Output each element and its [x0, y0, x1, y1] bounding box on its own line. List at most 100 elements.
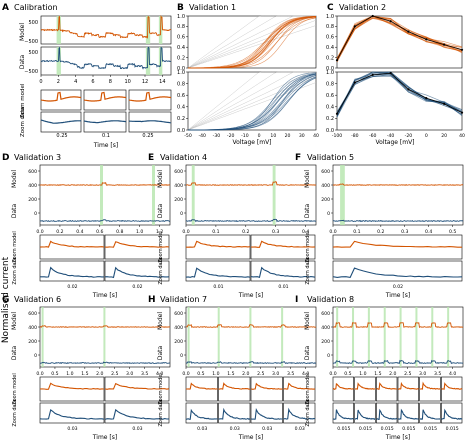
- xtick-label: 14: [159, 79, 165, 85]
- xtick-label: -30: [213, 133, 221, 139]
- row-label-model: Model: [11, 170, 18, 188]
- xlabel-A: Time [s]: [93, 142, 118, 149]
- zoom-xtick-label: 0.03: [197, 426, 207, 432]
- panel-letter-A: A: [2, 3, 9, 13]
- xtick-label: 0.1: [353, 229, 360, 235]
- row-label-zoom-model: Zoom model: [158, 373, 164, 405]
- xlabel-H: Time [s]: [238, 434, 263, 441]
- reference-curve: [187, 15, 316, 69]
- stimulus-window: [41, 307, 44, 367]
- xtick-label: 2.5: [404, 371, 411, 377]
- model-trace-A: [40, 15, 172, 40]
- ensemble-curve: [188, 74, 317, 131]
- panel-letter-B: B: [177, 3, 184, 13]
- xtick-label: 1.0: [359, 371, 366, 377]
- zoom-model-trace: [332, 240, 462, 248]
- panel-title-C: Validation 2: [339, 3, 386, 12]
- zoom-xtick-label: 0.03: [230, 426, 240, 432]
- row-label-data: Data: [157, 346, 164, 361]
- ytick-label: 0.8: [177, 81, 185, 87]
- panel-title-H: Validation 7: [160, 295, 207, 304]
- model-trace-G: [39, 325, 171, 328]
- xtick-label: 0: [258, 133, 261, 139]
- xlabel-G: Time [s]: [92, 434, 117, 441]
- zoom-data-trace: [250, 407, 283, 420]
- xtick-label: 0.5: [197, 371, 204, 377]
- stimulus-window: [217, 307, 220, 367]
- ytick-label: 0.4: [326, 45, 334, 51]
- stimulus-window: [447, 307, 450, 367]
- xtick-label: 1.5: [374, 371, 381, 377]
- zoom-model-trace: [83, 91, 127, 102]
- row-label-data: Data: [11, 204, 18, 219]
- zoom-data-frame: [83, 111, 127, 133]
- data-point: [389, 72, 392, 75]
- stimulus-window: [272, 165, 276, 225]
- xtick-label: 20: [441, 133, 447, 139]
- xtick-label: 6: [91, 79, 94, 85]
- xtick-label: -10: [241, 133, 249, 139]
- ytick-label: 400: [28, 183, 37, 189]
- zoom-model-trace: [186, 240, 251, 248]
- panel-letter-E: E: [148, 153, 154, 163]
- ytick-label: 0.2: [177, 55, 185, 61]
- xtick-label: 20: [285, 133, 291, 139]
- ytick-label: 0.4: [326, 105, 334, 111]
- xtick-label: -20: [405, 133, 413, 139]
- ytick-label: 600: [174, 169, 183, 175]
- stimulus-window: [415, 307, 418, 367]
- panel-letter-D: D: [2, 153, 9, 163]
- data-trace-G: [39, 361, 171, 364]
- zoom-data-trace: [185, 408, 218, 420]
- ensemble-curve: [336, 71, 463, 113]
- ytick-label: 0.2: [326, 116, 334, 122]
- zoom-xtick-label: 0.015: [381, 426, 394, 432]
- xtick-label: 40: [313, 133, 319, 139]
- axes-timeseries-E: [185, 164, 317, 226]
- ensemble-curve: [336, 71, 463, 116]
- zoom-xtick-label: 0.015: [424, 426, 437, 432]
- stimulus-window: [187, 307, 190, 367]
- row-label-zoom-model: Zoom model: [12, 373, 18, 405]
- zoom-model-trace: [104, 382, 170, 390]
- xtick-label: 8: [109, 79, 112, 85]
- xtick-label: 3.5: [434, 371, 441, 377]
- zoom-data-frame: [39, 402, 105, 424]
- panel-letter-F: F: [295, 153, 301, 163]
- ytick-label: 1.0: [326, 14, 334, 20]
- ytick-label: 1.0: [177, 14, 185, 20]
- zoom-data-frame: [419, 402, 441, 424]
- ytick-label: 600: [174, 311, 183, 317]
- zoom-model-frame: [354, 376, 376, 402]
- zoom-data-frame: [376, 402, 398, 424]
- zoom-model-trace: [218, 382, 251, 390]
- data-point: [371, 14, 374, 18]
- row-label-data: Data: [304, 204, 311, 219]
- ytick-label: 200: [28, 339, 37, 345]
- axes-data-C: [336, 71, 463, 131]
- zoom-xtick-label: 0.01: [213, 284, 223, 290]
- ytick-label: 0.6: [326, 93, 334, 99]
- axes-timeseries-I: [332, 306, 464, 368]
- zoom-model-trace: [128, 91, 172, 102]
- ytick-label: 0.8: [326, 81, 334, 87]
- xtick-label: 4.0: [302, 371, 309, 377]
- data-point: [443, 43, 446, 46]
- xtick-label: 0.1: [212, 229, 219, 235]
- xtick-label: 0.4: [302, 229, 309, 235]
- zoom-xtick-label: 0.25: [142, 133, 153, 139]
- xlabel-F: Time [s]: [385, 292, 410, 299]
- zoom-model-trace: [250, 382, 283, 390]
- panel-title-D: Validation 3: [14, 153, 61, 162]
- zoom-data-trace: [441, 408, 463, 420]
- xtick-label: 0.4: [76, 229, 83, 235]
- zoom-model-trace: [419, 381, 441, 390]
- panel-title-I: Validation 8: [307, 295, 354, 304]
- xtick-label: 3.0: [272, 371, 279, 377]
- panel-title-G: Validation 6: [14, 295, 61, 304]
- xtick-label: 40: [459, 133, 465, 139]
- zoom-xtick-label: 0.015: [337, 426, 350, 432]
- row-label-zoom-data: Zoom data: [12, 399, 18, 426]
- zoom-data-frame: [250, 402, 283, 424]
